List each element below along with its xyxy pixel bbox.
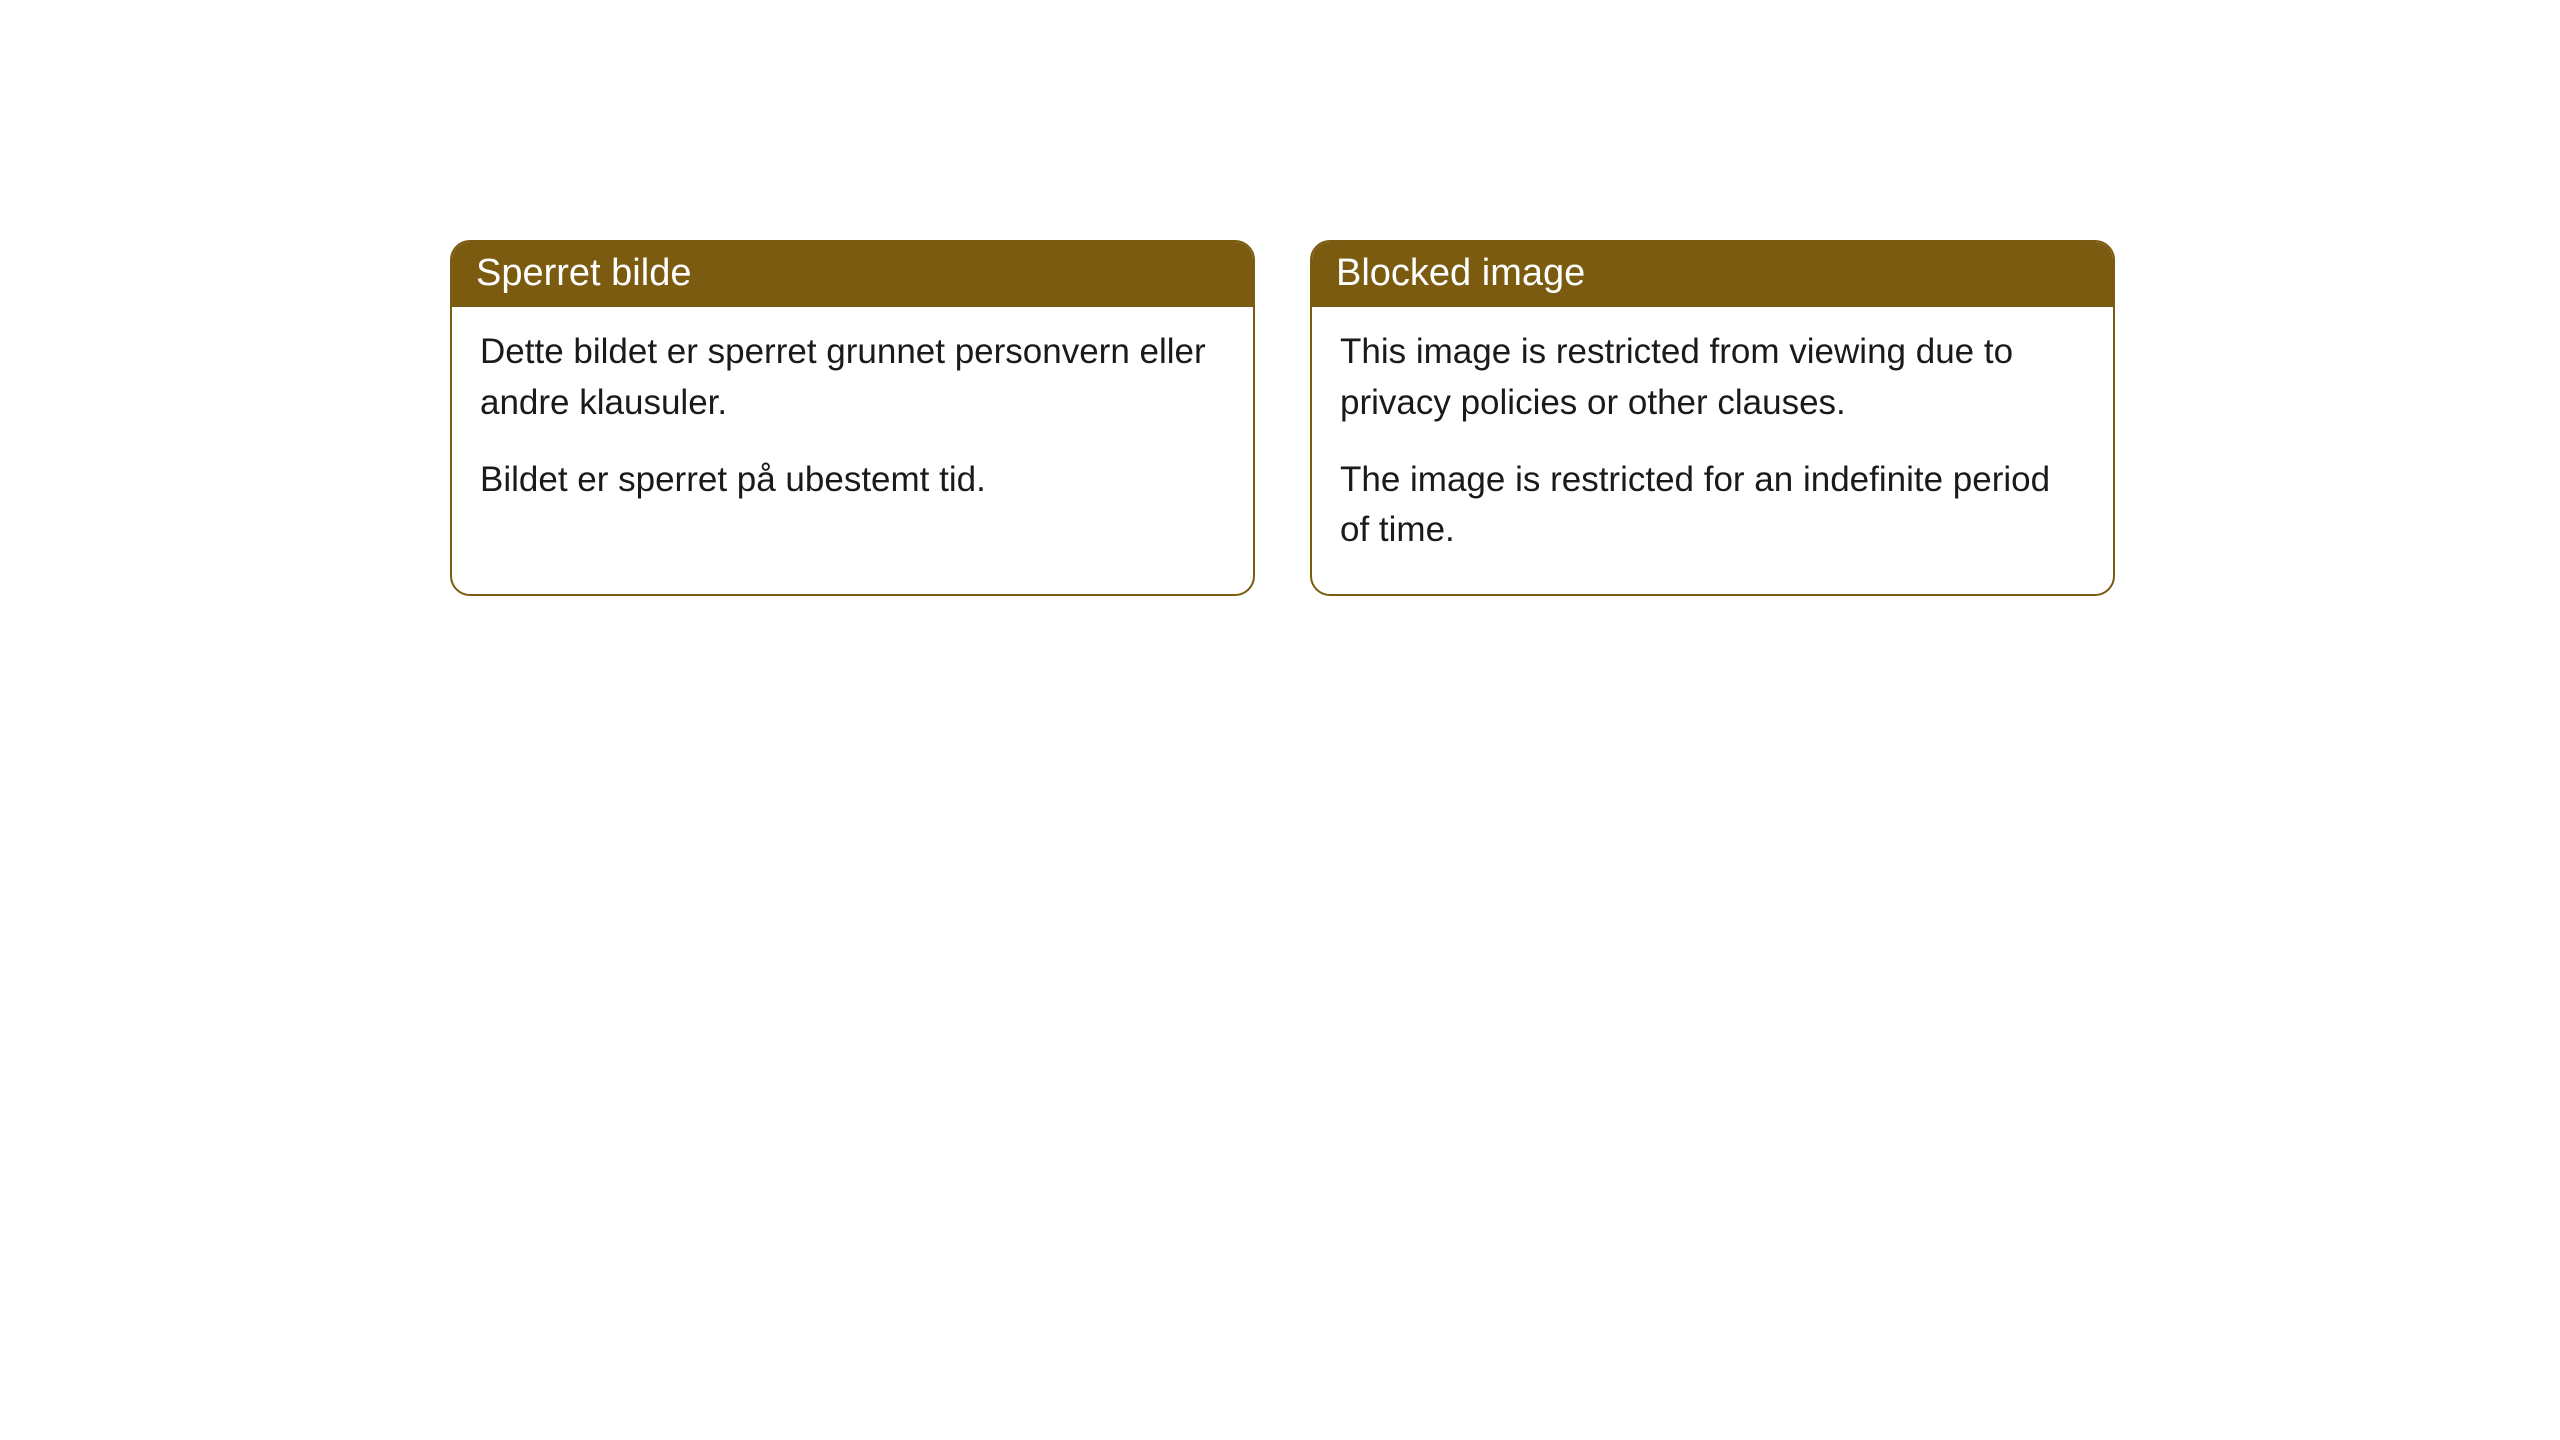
card-paragraph: Dette bildet er sperret grunnet personve… xyxy=(480,327,1225,429)
card-paragraph: The image is restricted for an indefinit… xyxy=(1340,455,2085,557)
card-paragraph: This image is restricted from viewing du… xyxy=(1340,327,2085,429)
card-paragraph: Bildet er sperret på ubestemt tid. xyxy=(480,455,1225,506)
notice-card-english: Blocked image This image is restricted f… xyxy=(1310,240,2115,596)
card-header-english: Blocked image xyxy=(1312,242,2113,307)
card-title: Blocked image xyxy=(1336,252,1585,294)
notice-card-norwegian: Sperret bilde Dette bildet er sperret gr… xyxy=(450,240,1255,596)
card-body-norwegian: Dette bildet er sperret grunnet personve… xyxy=(452,307,1253,543)
notice-cards-container: Sperret bilde Dette bildet er sperret gr… xyxy=(450,240,2560,596)
card-body-english: This image is restricted from viewing du… xyxy=(1312,307,2113,594)
card-header-norwegian: Sperret bilde xyxy=(452,242,1253,307)
card-title: Sperret bilde xyxy=(476,252,691,294)
